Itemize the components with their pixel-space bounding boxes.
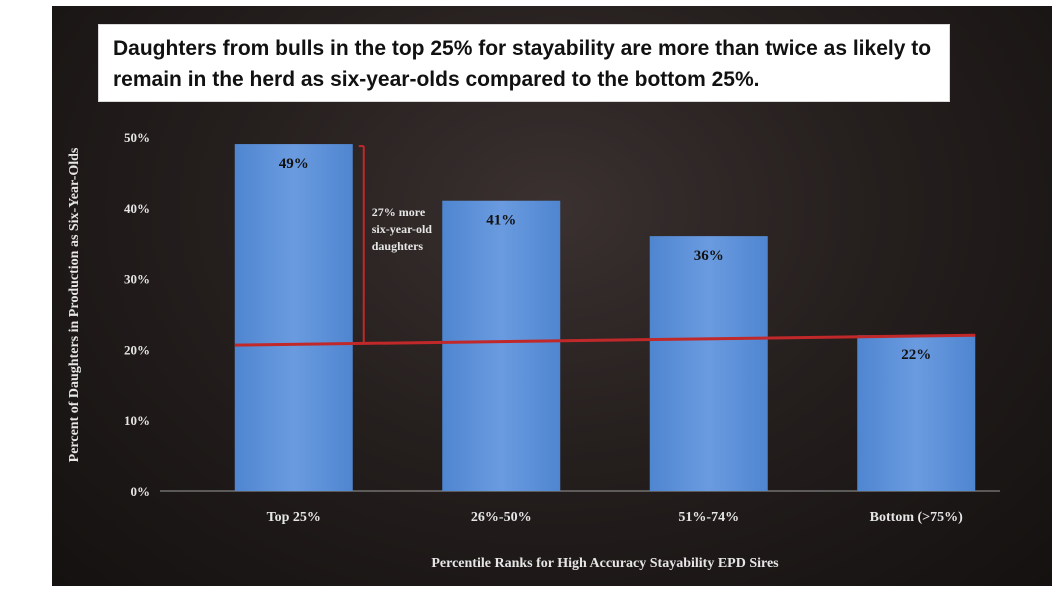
bar bbox=[234, 144, 353, 491]
y-tick-label: 30% bbox=[124, 272, 150, 287]
y-tick-label: 0% bbox=[131, 484, 151, 499]
bar-data-label: 22% bbox=[901, 347, 931, 363]
annotation-text-line: six-year-old bbox=[372, 222, 433, 236]
y-axis-title: Percent of Daughters in Production as Si… bbox=[67, 147, 82, 462]
x-axis-title: Percentile Ranks for High Accuracy Staya… bbox=[431, 556, 779, 571]
annotation-text-line: 27% more bbox=[372, 205, 426, 219]
bar-data-label: 41% bbox=[486, 213, 516, 229]
bar-data-label: 49% bbox=[279, 156, 309, 172]
annotation-text-line: daughters bbox=[372, 239, 424, 253]
y-tick-label: 20% bbox=[124, 342, 150, 357]
y-tick-label: 10% bbox=[124, 413, 150, 428]
y-tick-label: 40% bbox=[124, 201, 150, 216]
bar bbox=[649, 236, 768, 491]
x-tick-label: 51%-74% bbox=[678, 510, 739, 525]
chart-title: Daughters from bulls in the top 25% for … bbox=[98, 24, 950, 102]
x-tick-label: Bottom (>75%) bbox=[870, 510, 963, 525]
x-tick-label: 26%-50% bbox=[471, 510, 532, 525]
bar bbox=[857, 335, 976, 491]
reference-line bbox=[234, 333, 976, 347]
x-tick-label: Top 25% bbox=[267, 510, 321, 525]
y-tick-label: 50% bbox=[124, 130, 150, 145]
bar bbox=[442, 200, 561, 491]
bar-data-label: 36% bbox=[694, 248, 724, 264]
